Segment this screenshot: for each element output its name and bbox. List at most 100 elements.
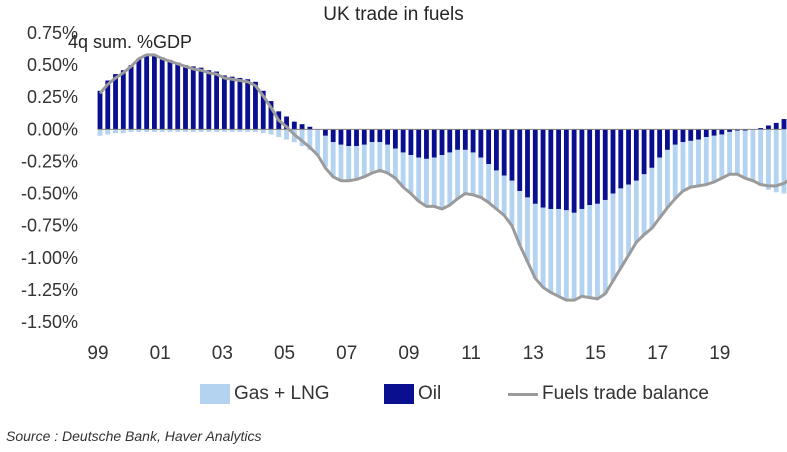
oil-bar [175, 62, 181, 130]
oil-bar [97, 90, 103, 130]
oil-bar [610, 129, 616, 194]
fuels-trade-balance-line [98, 53, 787, 302]
gas-lng-bar [447, 152, 453, 206]
oil-bar [198, 67, 204, 130]
gas-lng-bar [571, 212, 577, 301]
oil-bar [245, 79, 251, 130]
oil-bar [563, 129, 569, 211]
oil-bar [330, 129, 336, 143]
gas-lng-bar [229, 129, 235, 132]
gas-lng-bar [408, 155, 414, 194]
gas-lng-bar [579, 208, 585, 297]
oil-bar [190, 66, 196, 130]
gas-lng-bar [120, 129, 126, 134]
oil-bar [136, 58, 142, 130]
legend-item-oil: Oil [384, 383, 441, 405]
gas-lng-bar [657, 157, 663, 218]
gas-lng-bar [323, 135, 328, 167]
oil-bar [253, 81, 258, 130]
bars-layer [97, 54, 787, 301]
oil-bar [447, 129, 453, 153]
oil-bar [307, 126, 313, 130]
gas-lng-bar [532, 203, 538, 279]
y-tick-label: -0.75% [21, 216, 78, 236]
oil-bar [719, 129, 725, 135]
oil-bar [416, 129, 422, 158]
gas-lng-bar [206, 129, 212, 132]
oil-bar [268, 101, 274, 130]
oil-bar [229, 76, 235, 130]
gas-lng-bar [711, 135, 717, 182]
gas-lng-bar [105, 129, 111, 135]
oil-bar [501, 129, 507, 176]
gas-lng-bar [299, 129, 305, 147]
oil-bar [633, 129, 639, 181]
gas-lng-bar [750, 129, 756, 181]
gas-lng-bar [159, 129, 165, 132]
oil-bar [509, 129, 515, 181]
x-tick-label: 99 [87, 343, 108, 364]
oil-bar [167, 59, 173, 130]
gas-lng-bar [315, 129, 321, 156]
oil-bar [517, 129, 523, 191]
gas-lng-bar [618, 188, 624, 269]
gas-lng-bar [152, 129, 157, 132]
gas-lng-bar [548, 208, 554, 293]
oil-bar [431, 129, 437, 158]
x-tick-label: 11 [461, 343, 481, 364]
gas-lng-bar [727, 131, 732, 175]
oil-bar [548, 129, 554, 209]
gas-lng-bar [641, 174, 647, 235]
oil-bar [455, 129, 460, 150]
gas-lng-bar [221, 129, 227, 132]
oil-bar [152, 54, 157, 130]
oil-bar [260, 90, 266, 130]
oil-bar [696, 129, 701, 140]
gas-lng-bar [190, 129, 196, 132]
gas-lng-bar [276, 129, 282, 138]
gas-lng-bar [719, 134, 725, 179]
oil-bar [159, 57, 165, 130]
oil-bar [688, 129, 694, 141]
gas-lng-bar [385, 144, 390, 174]
oil-bar [478, 129, 484, 158]
oil-bar [338, 129, 344, 145]
oil-bar [758, 128, 764, 130]
oil-bar [183, 65, 188, 130]
oil-bar [346, 129, 352, 147]
gas-lng-bar [688, 140, 694, 188]
x-tick-label: 09 [398, 343, 419, 364]
oil-bar [206, 70, 212, 130]
gas-lng-bar [525, 197, 530, 262]
legend-item-fuels-balance: Fuels trade balance [508, 383, 709, 405]
gas-lng-bar [346, 146, 352, 181]
oil-bar [532, 129, 538, 204]
gas-lng-bar [680, 142, 686, 191]
oil-bar [571, 129, 577, 213]
gas-lng-bar [649, 167, 655, 229]
gas-lng-bar [424, 158, 429, 206]
gas-lng-bar [455, 149, 460, 199]
gas-lng-bar [245, 129, 251, 132]
oil-bar [144, 54, 150, 130]
gas-lng-bar [369, 142, 375, 174]
oil-bar [649, 129, 655, 168]
gas-lng-bar [462, 149, 468, 195]
oil-bar [214, 71, 219, 130]
x-tick-label: 19 [709, 343, 730, 364]
oil-bar [299, 124, 305, 130]
oil-bar [540, 129, 546, 208]
oil-bar [680, 129, 686, 143]
oil-bar [462, 129, 468, 150]
gas-lng-bar [183, 129, 188, 132]
oil-bar [587, 129, 593, 206]
y-tick-label: -1.50% [21, 312, 78, 332]
oil-bar [408, 129, 414, 156]
oil-bar [470, 129, 476, 153]
oil-bar [494, 129, 499, 171]
legend-swatch-oil [384, 384, 414, 404]
oil-bar [361, 129, 367, 145]
y-tick-label: -0.50% [21, 184, 78, 204]
gas-lng-bar [439, 155, 445, 209]
gas-lng-bar [307, 129, 313, 150]
